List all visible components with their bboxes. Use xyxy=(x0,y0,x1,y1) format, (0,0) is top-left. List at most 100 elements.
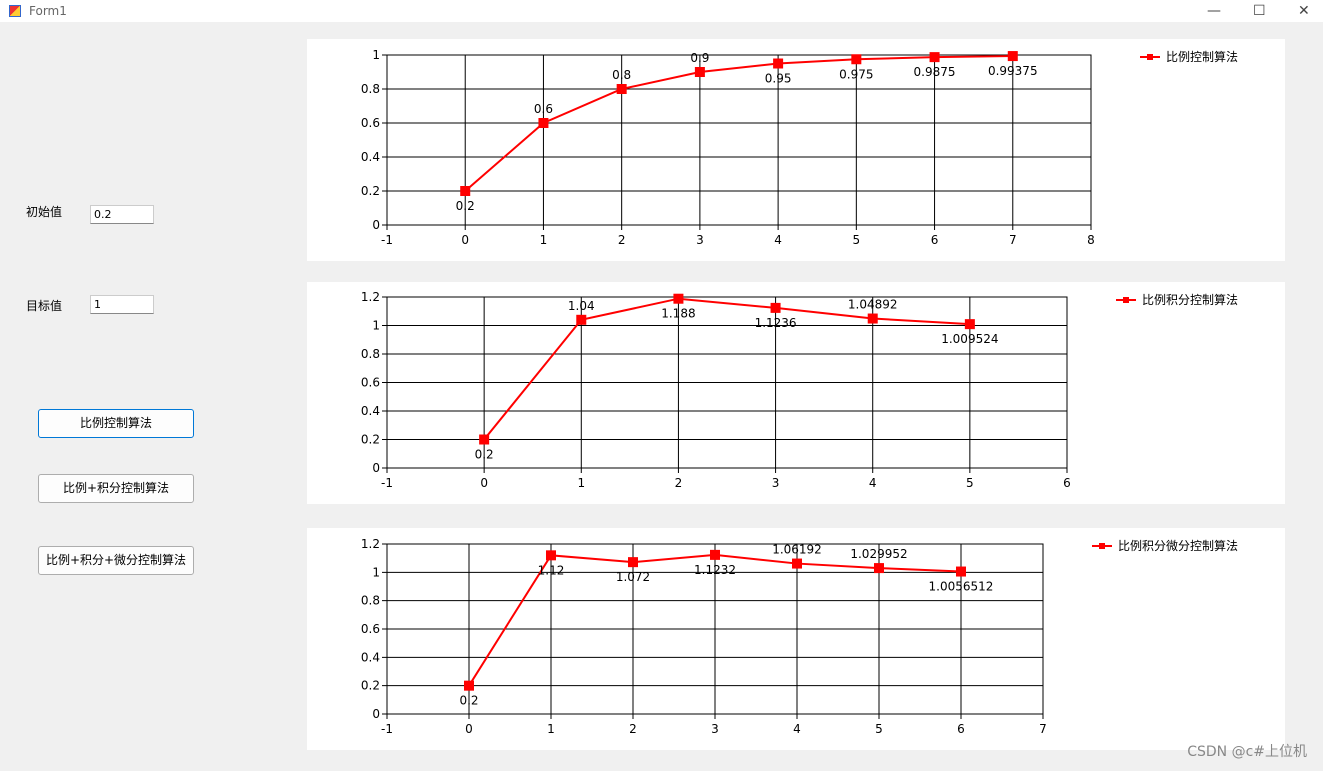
x-tick-label: 4 xyxy=(793,722,801,736)
chart-panel xyxy=(307,39,1285,261)
data-label: 0.975 xyxy=(839,67,873,81)
data-label: 0.99375 xyxy=(988,64,1038,78)
y-tick-label: 1 xyxy=(372,319,380,333)
close-button[interactable]: ✕ xyxy=(1298,3,1310,19)
y-tick-label: 0.4 xyxy=(361,404,380,418)
data-label: 0.2 xyxy=(475,448,494,462)
data-label: 1.0056512 xyxy=(929,580,994,594)
y-tick-label: 0.6 xyxy=(361,622,380,636)
y-tick-label: 1 xyxy=(372,48,380,62)
data-point xyxy=(710,549,720,560)
initial-input[interactable]: 0.2 xyxy=(90,205,154,224)
x-tick-label: 4 xyxy=(774,233,782,247)
series-line xyxy=(464,55,1013,192)
target-input[interactable]: 1 xyxy=(90,295,154,314)
legend-marker xyxy=(1099,543,1105,549)
x-tick-label: -1 xyxy=(381,722,393,736)
x-tick-label: 1 xyxy=(577,476,585,490)
data-point xyxy=(964,319,975,330)
data-point xyxy=(851,54,862,65)
data-label: 0.9875 xyxy=(914,65,956,79)
plot-border xyxy=(386,54,1092,226)
y-tick-label: 0.2 xyxy=(361,679,380,693)
x-tick-label: 0 xyxy=(461,233,469,247)
x-tick-label: 2 xyxy=(675,476,683,490)
app-icon xyxy=(9,5,21,17)
data-point xyxy=(694,67,705,77)
data-point xyxy=(1007,51,1018,62)
x-tick-label: 4 xyxy=(869,476,877,490)
y-tick-label: 0.4 xyxy=(361,650,380,664)
p-button[interactable]: 比例控制算法 xyxy=(38,409,194,438)
y-tick-label: 0.8 xyxy=(361,82,380,96)
data-label: 0.2 xyxy=(456,199,475,213)
data-point xyxy=(956,566,966,577)
data-label: 0.95 xyxy=(765,72,792,86)
x-tick-label: 7 xyxy=(1039,722,1047,736)
data-point xyxy=(538,118,549,128)
x-tick-label: 5 xyxy=(853,233,861,247)
y-tick-label: 1 xyxy=(372,565,380,579)
x-tick-label: 5 xyxy=(875,722,883,736)
plot-border xyxy=(386,543,1044,715)
data-label: 0.6 xyxy=(534,102,553,116)
x-tick-label: 6 xyxy=(957,722,965,736)
y-tick-label: 0.2 xyxy=(361,184,380,198)
x-tick-label: 3 xyxy=(696,233,704,247)
data-label: 1.029952 xyxy=(850,547,907,561)
x-tick-label: 8 xyxy=(1087,233,1095,247)
pid-button[interactable]: 比例+积分+微分控制算法 xyxy=(38,546,194,575)
data-label: 1.072 xyxy=(616,570,650,584)
x-tick-label: 1 xyxy=(540,233,548,247)
watermark: CSDN @c#上位机 xyxy=(1187,744,1307,760)
data-label: 1.04892 xyxy=(848,298,898,312)
data-label: 1.12 xyxy=(538,563,565,577)
x-tick-label: 6 xyxy=(931,233,939,247)
data-point xyxy=(792,558,802,569)
window-title: Form1 xyxy=(29,4,67,18)
chart-panel xyxy=(307,282,1285,504)
data-label: 1.1236 xyxy=(755,316,797,330)
y-tick-label: 0.8 xyxy=(361,594,380,608)
x-tick-label: 3 xyxy=(772,476,780,490)
data-point xyxy=(464,680,474,691)
data-point xyxy=(773,58,784,69)
y-tick-label: 0.8 xyxy=(361,347,380,361)
legend-label: 比例控制算法 xyxy=(1166,49,1238,64)
data-label: 0.9 xyxy=(690,51,709,65)
maximize-button[interactable]: ☐ xyxy=(1253,3,1266,19)
y-tick-label: 0.4 xyxy=(361,150,380,164)
x-tick-label: -1 xyxy=(381,233,393,247)
data-point xyxy=(616,84,627,94)
legend-label: 比例积分微分控制算法 xyxy=(1118,538,1238,553)
y-tick-label: 0.6 xyxy=(361,116,380,130)
data-point xyxy=(929,52,940,63)
legend-marker xyxy=(1147,54,1153,60)
x-tick-label: 7 xyxy=(1009,233,1017,247)
y-tick-label: 0 xyxy=(372,218,380,232)
pi-button[interactable]: 比例+积分控制算法 xyxy=(38,474,194,503)
data-point xyxy=(460,186,471,196)
data-label: 1.04 xyxy=(568,299,595,313)
plot-border xyxy=(386,296,1068,469)
series-line xyxy=(483,297,970,441)
data-point xyxy=(673,293,684,304)
x-tick-label: 5 xyxy=(966,476,974,490)
minimize-button[interactable]: — xyxy=(1207,3,1221,19)
data-point xyxy=(546,550,556,561)
data-label: 1.1232 xyxy=(694,563,736,577)
data-point xyxy=(874,563,884,574)
data-point xyxy=(576,314,587,325)
data-label: 1.009524 xyxy=(941,332,998,346)
x-tick-label: -1 xyxy=(381,476,393,490)
data-point xyxy=(867,313,878,324)
y-tick-label: 0 xyxy=(372,461,380,475)
data-label: 0.8 xyxy=(612,68,631,82)
y-tick-label: 1.2 xyxy=(361,537,380,551)
data-point xyxy=(770,302,781,313)
x-tick-label: 0 xyxy=(465,722,473,736)
title-bar: Form1 — ☐ ✕ xyxy=(0,0,1323,22)
data-label: 1.06192 xyxy=(772,543,822,557)
